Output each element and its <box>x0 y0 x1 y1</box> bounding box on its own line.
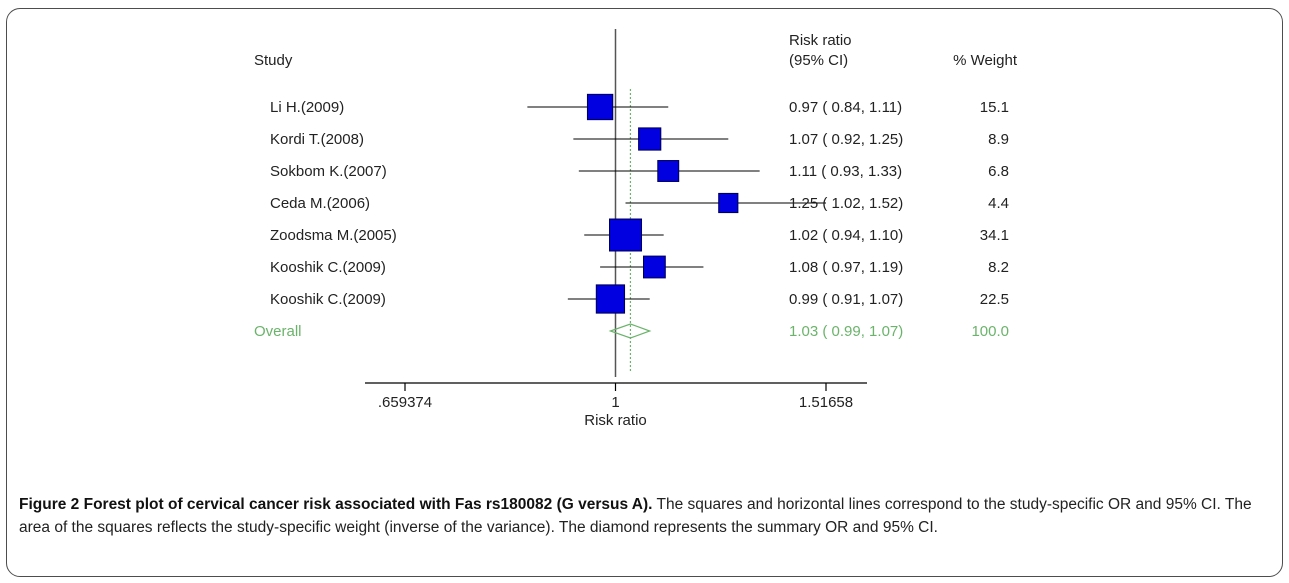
study-ratio-label: 1.08 ( 0.97, 1.19) <box>789 259 903 276</box>
study-ratio-label: 0.99 ( 0.91, 1.07) <box>789 291 903 308</box>
study-square <box>657 160 680 182</box>
study-ratio-label: 1.02 ( 0.94, 1.10) <box>789 227 903 244</box>
study-name: Kooshik C.(2009) <box>270 291 386 308</box>
figure-caption: Figure 2 Forest plot of cervical cancer … <box>19 493 1271 539</box>
study-weight-label: 15.1 <box>980 99 1009 116</box>
x-tick-label: 1 <box>611 394 619 411</box>
study-weight-label: 8.9 <box>988 131 1009 148</box>
header-risk-ratio: Risk ratio <box>789 32 852 49</box>
header-study: Study <box>254 52 293 69</box>
x-tick-label: 1.51658 <box>799 394 853 411</box>
figure-frame: Study Risk ratio (95% CI) % Weight Li H.(200… <box>6 8 1283 577</box>
overall-name: Overall <box>254 323 302 340</box>
study-weight-label: 6.8 <box>988 163 1009 180</box>
caption-title: Figure 2 Forest plot of cervical cancer … <box>19 496 653 513</box>
study-name: Sokbom K.(2007) <box>270 163 387 180</box>
caption-text: The squares and horizontal lines corresp… <box>19 496 1252 536</box>
study-weight-label: 22.5 <box>980 291 1009 308</box>
overall-weight-label: 100.0 <box>971 323 1009 340</box>
study-name: Kordi T.(2008) <box>270 131 364 148</box>
study-weight-label: 8.2 <box>988 259 1009 276</box>
overall-ratio-label: 1.03 ( 0.99, 1.07) <box>789 323 903 340</box>
study-weight-label: 4.4 <box>988 195 1009 212</box>
header-weight: % Weight <box>953 52 1018 69</box>
study-square <box>595 284 626 314</box>
study-square <box>586 93 614 121</box>
study-name: Kooshik C.(2009) <box>270 259 386 276</box>
study-square <box>638 127 662 151</box>
study-ratio-label: 1.07 ( 0.92, 1.25) <box>789 131 903 148</box>
study-square <box>718 192 739 214</box>
study-weight-label: 34.1 <box>980 227 1009 244</box>
study-ratio-label: 0.97 ( 0.84, 1.11) <box>789 99 902 116</box>
study-ratio-label: 1.11 ( 0.93, 1.33) <box>789 163 902 180</box>
overall-diamond <box>608 323 652 339</box>
x-axis-label: Risk ratio <box>584 412 647 429</box>
forest-plot: Study Risk ratio (95% CI) % Weight Li H.(200… <box>254 29 1018 429</box>
study-name: Li H.(2009) <box>270 99 344 116</box>
study-square <box>609 218 643 252</box>
study-name: Zoodsma M.(2005) <box>270 227 397 244</box>
study-square <box>642 255 666 279</box>
study-name: Ceda M.(2006) <box>270 195 370 212</box>
header-ci: (95% CI) <box>789 52 848 69</box>
study-ratio-label: 1.25 ( 1.02, 1.52) <box>789 195 903 212</box>
x-tick-label: .659374 <box>378 394 432 411</box>
